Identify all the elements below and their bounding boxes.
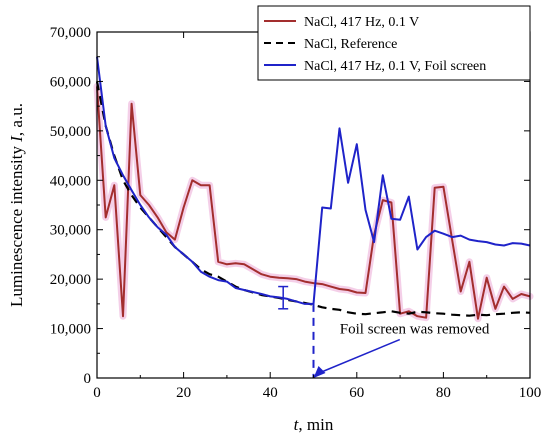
y-axis-title: Luminescence intensity I, a.u. xyxy=(7,103,26,307)
x-axis-var: t xyxy=(294,415,300,434)
x-tick-label: 60 xyxy=(349,385,364,401)
y-tick-label: 40,000 xyxy=(50,173,91,189)
legend-label-3: NaCl, 417 Hz, 0.1 V, Foil screen xyxy=(304,59,486,74)
y-axis-var: I xyxy=(7,135,26,143)
y-axis-prefix: Luminescence intensity xyxy=(7,142,26,307)
y-tick-label: 60,000 xyxy=(50,74,91,90)
axes-layer: 0 20 40 60 80 100 0 10,000 20,000 30,000 40,000 50,… xyxy=(7,25,541,434)
annotation-arrowhead xyxy=(313,366,326,378)
y-tick-label: 30,000 xyxy=(50,223,91,239)
annotation-arrow xyxy=(321,338,401,373)
annotation-text: Foil screen was removed xyxy=(340,322,490,338)
legend-label-1: NaCl, 417 Hz, 0.1 V xyxy=(304,15,419,30)
y-tick-label: 0 xyxy=(84,371,92,387)
series-line-2 xyxy=(95,81,531,317)
legend-box xyxy=(257,5,531,81)
y-tick-label: 20,000 xyxy=(50,272,91,288)
x-tick-label: 100 xyxy=(519,385,542,401)
y-tick-label: 70,000 xyxy=(50,25,91,41)
y-tick-label: 50,000 xyxy=(50,124,91,140)
series-line-1 xyxy=(96,86,531,320)
x-tick-label: 20 xyxy=(176,385,191,401)
y-axis-unit: , a.u. xyxy=(7,103,26,136)
y-tick-label: 10,000 xyxy=(50,322,91,338)
annotation-layer: Foil screen was removed xyxy=(278,285,490,378)
x-tick-label: 80 xyxy=(436,385,451,401)
legend: NaCl, 417 Hz, 0.1 V NaCl, Reference NaCl, … xyxy=(257,5,531,81)
x-axis-unit: , min xyxy=(298,415,333,434)
x-axis-title: t, min xyxy=(294,415,334,434)
x-tick-label: 40 xyxy=(263,385,278,401)
x-tick-label: 0 xyxy=(93,385,101,401)
legend-label-2: NaCl, Reference xyxy=(304,37,397,52)
series-line-layer xyxy=(95,56,531,320)
